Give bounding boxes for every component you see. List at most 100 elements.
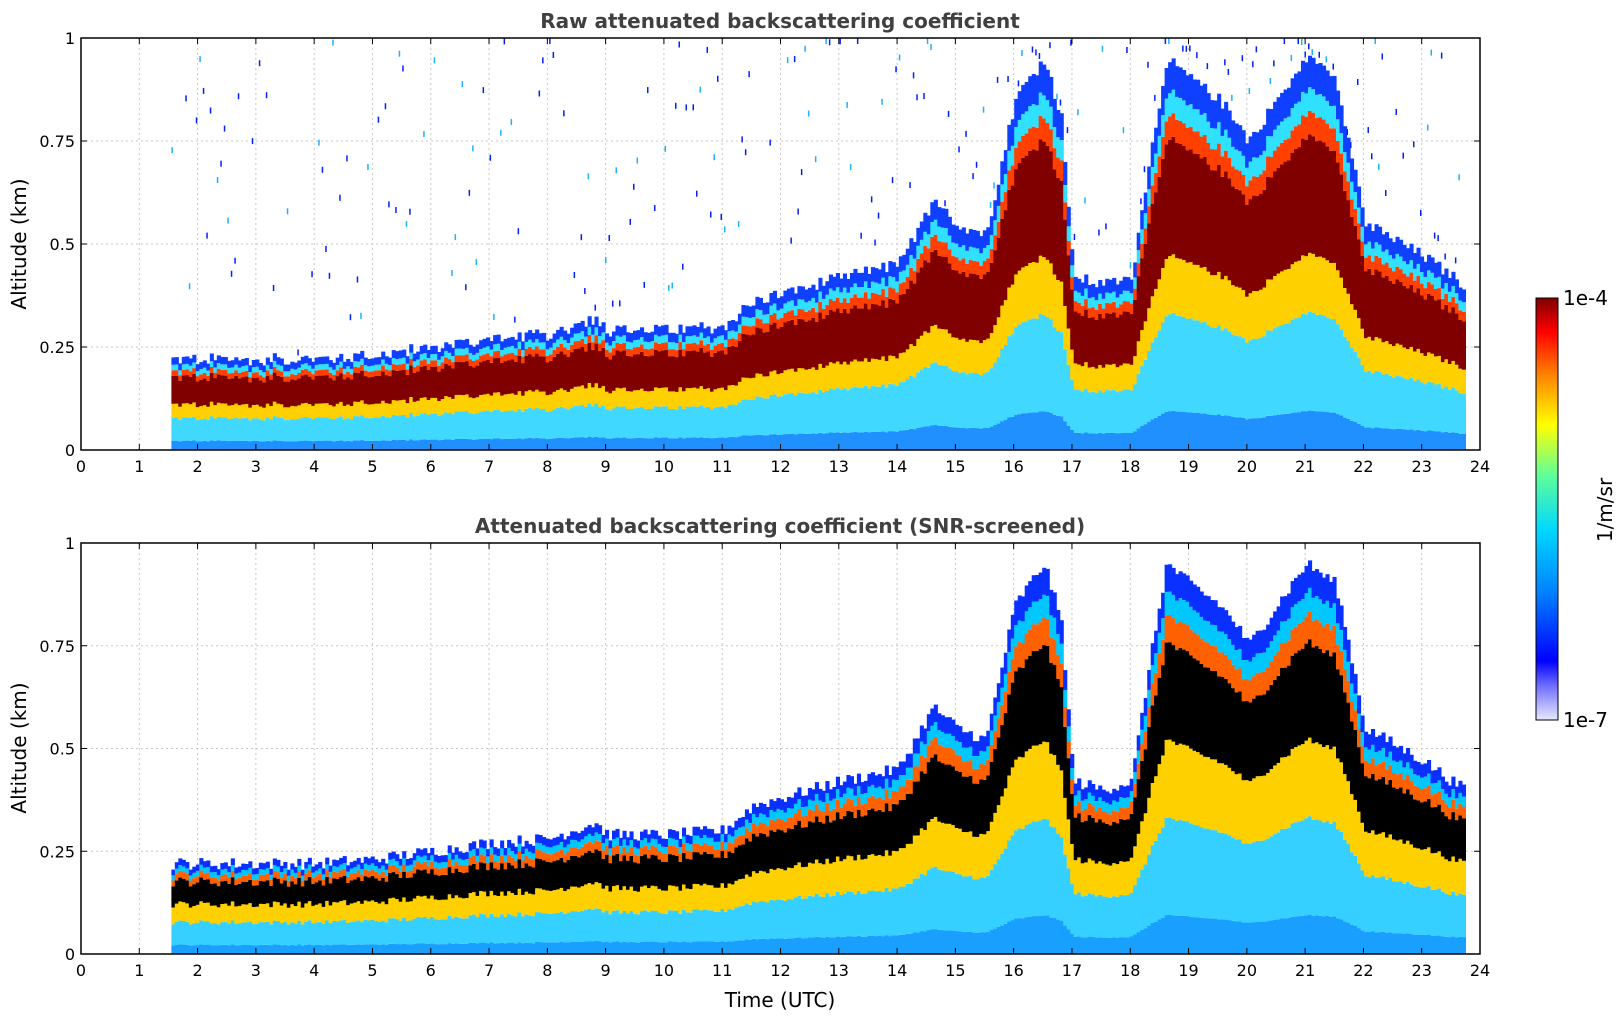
heatmap-cell [1385, 428, 1390, 450]
heatmap-cell [1129, 801, 1134, 814]
heatmap-cell [1035, 127, 1040, 151]
heatmap-cell [514, 846, 519, 855]
heatmap-cell [381, 400, 386, 416]
heatmap-cell [940, 763, 945, 823]
heatmap-cell [982, 764, 987, 780]
heatmap-cell [1049, 917, 1054, 954]
heatmap-cell [1115, 297, 1120, 308]
heatmap-noise-cell [549, 38, 551, 44]
heatmap-cell [542, 860, 547, 890]
heatmap-cell [472, 892, 477, 915]
heatmap-cell [779, 938, 784, 954]
heatmap-cell [731, 320, 736, 331]
heatmap-cell [937, 713, 942, 731]
heatmap-cell [793, 813, 798, 825]
heatmap-cell [1171, 818, 1176, 916]
heatmap-cell [489, 839, 494, 848]
heatmap-cell [468, 353, 473, 360]
heatmap-noise-cell [489, 154, 492, 161]
heatmap-cell [968, 831, 973, 876]
heatmap-cell [314, 417, 319, 441]
heatmap-cell [1360, 226, 1365, 242]
heatmap-cell [765, 435, 770, 450]
heatmap-cell [734, 830, 739, 839]
heatmap-cell [241, 404, 246, 419]
heatmap-cell [1150, 296, 1155, 343]
heatmap-cell [496, 350, 501, 358]
heatmap-cell [335, 866, 340, 873]
heatmap-cell [486, 849, 491, 857]
heatmap-cell [251, 945, 256, 954]
heatmap-cell [181, 369, 186, 376]
heatmap-cell [577, 887, 582, 912]
heatmap-cell [744, 325, 749, 335]
heatmap-cell [325, 375, 330, 404]
heatmap-cell [1287, 323, 1292, 414]
heatmap-cell [1126, 432, 1131, 450]
heatmap-cell [353, 921, 358, 945]
heatmap-cell [755, 817, 760, 827]
heatmap-cell [1175, 745, 1180, 822]
heatmap-cell [601, 437, 606, 450]
heatmap-cell [717, 941, 722, 954]
heatmap-cell [423, 943, 428, 954]
heatmap-cell [664, 406, 669, 438]
heatmap-cell [1262, 150, 1267, 171]
heatmap-cell [248, 861, 253, 868]
heatmap-cell [682, 438, 687, 450]
heatmap-cell [1185, 262, 1190, 319]
heatmap-cell [255, 372, 260, 378]
heatmap-cell [793, 324, 798, 372]
heatmap-cell [612, 830, 617, 840]
heatmap-cell [1199, 136, 1204, 159]
heatmap-cell [496, 343, 501, 351]
heatmap-cell [1059, 416, 1064, 450]
heatmap-cell [856, 809, 861, 855]
heatmap-cell [318, 880, 323, 904]
heatmap-cell [895, 385, 900, 432]
heatmap-cell [664, 847, 669, 854]
heatmap-cell [650, 941, 655, 954]
heatmap-cell [713, 338, 718, 346]
heatmap-cell [1136, 263, 1141, 277]
heatmap-cell [1136, 877, 1141, 933]
heatmap-cell [279, 404, 284, 418]
heatmap-cell [367, 858, 372, 865]
heatmap-cell [1185, 75, 1190, 106]
heatmap-cell [188, 404, 193, 418]
heatmap-cell [1000, 796, 1005, 854]
heatmap-cell [1175, 120, 1180, 143]
heatmap-cell [1185, 624, 1190, 652]
heatmap-cell [1461, 393, 1466, 434]
heatmap-cell [975, 373, 980, 429]
heatmap-cell [706, 351, 711, 389]
heatmap-cell [209, 905, 214, 924]
heatmap-cell [349, 379, 354, 406]
heatmap-cell [619, 890, 624, 914]
heatmap-cell [846, 292, 851, 303]
heatmap-cell [1294, 412, 1299, 450]
heatmap-cell [402, 851, 407, 859]
heatmap-cell [916, 766, 921, 782]
heatmap-cell [961, 732, 966, 748]
heatmap-cell [818, 863, 823, 897]
heatmap-cell [671, 356, 676, 392]
heatmap-cell [1454, 303, 1459, 314]
heatmap-cell [937, 744, 942, 762]
heatmap-cell [353, 440, 358, 450]
heatmap-cell [682, 332, 687, 343]
heatmap-cell [563, 854, 568, 863]
heatmap-cell [706, 853, 711, 886]
heatmap-cell [594, 343, 599, 384]
heatmap-cell [710, 910, 715, 942]
heatmap-cell [325, 901, 330, 921]
heatmap-cell [486, 360, 491, 394]
heatmap-cell [1318, 140, 1323, 257]
heatmap-cell [297, 405, 302, 419]
heatmap-cell [318, 364, 323, 370]
heatmap-cell [503, 869, 508, 896]
heatmap-cell [300, 875, 305, 881]
heatmap-cell [856, 773, 861, 787]
heatmap-cell [1077, 292, 1082, 303]
heatmap-cell [937, 425, 942, 450]
